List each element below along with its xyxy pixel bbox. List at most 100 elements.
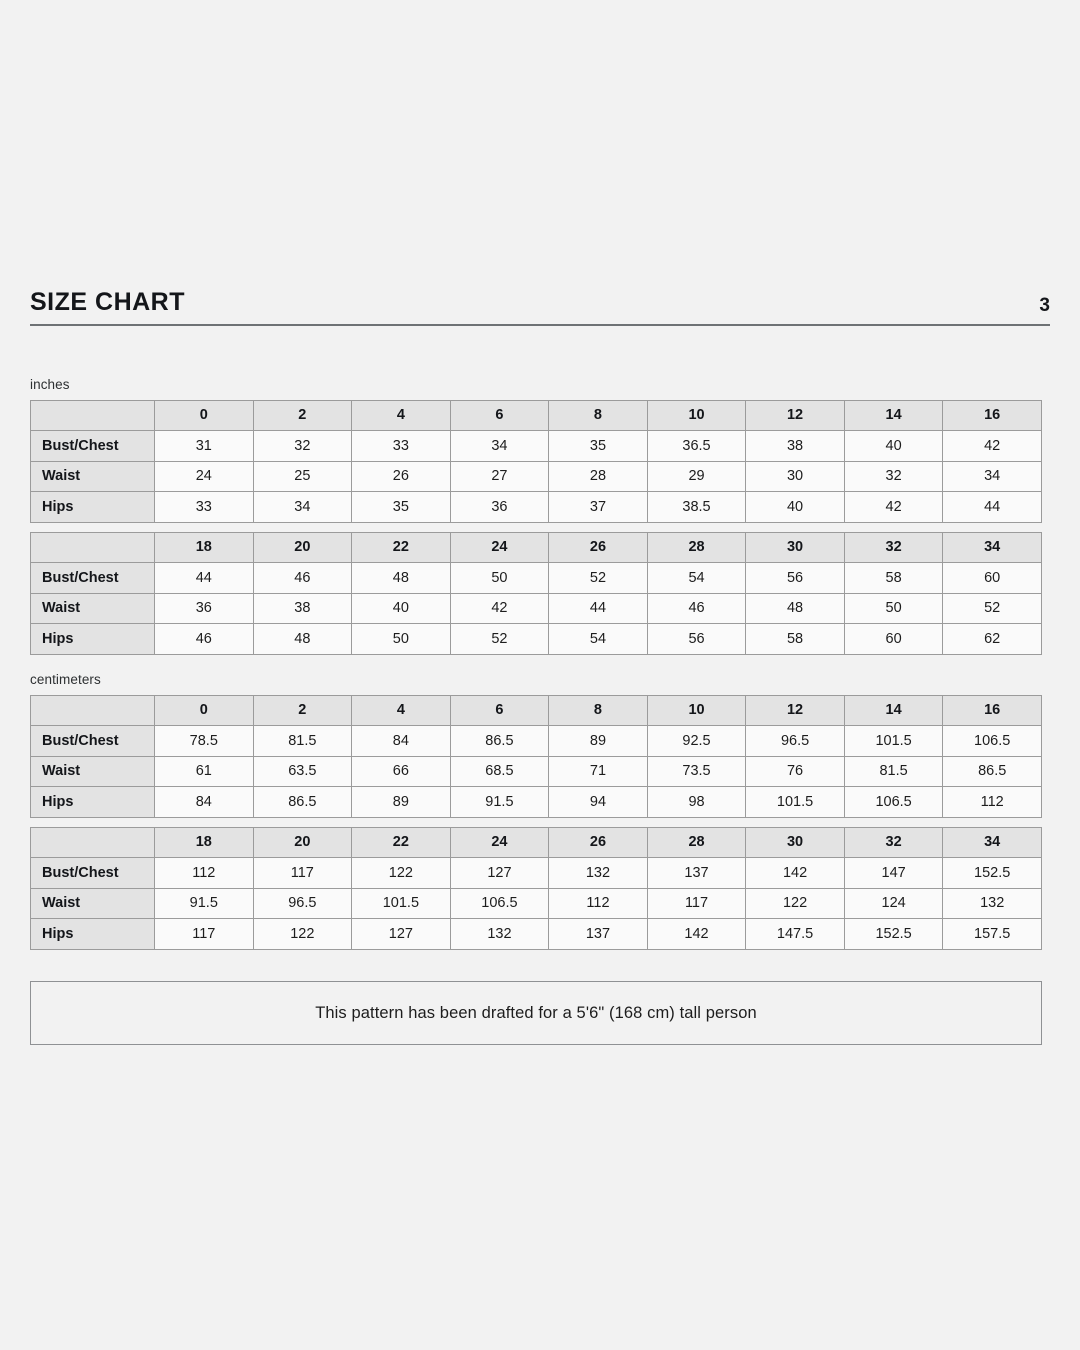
size-header: 12 (745, 399, 845, 431)
size-header: 26 (548, 826, 648, 858)
measurement-cell: 106.5 (449, 887, 550, 919)
measurement-cell: 152.5 (942, 857, 1042, 889)
measurement-cell: 101.5 (843, 725, 944, 757)
measurement-cell: 61 (154, 755, 254, 787)
measurement-cell: 56 (745, 562, 845, 594)
size-header: 8 (548, 694, 648, 726)
measurement-cell: 66 (351, 755, 451, 787)
measurement-cell: 54 (646, 562, 747, 594)
size-header: 34 (942, 531, 1042, 563)
table-row: Bust/Chest 112 117 122 127 132 137 142 1… (30, 857, 1042, 889)
table-header-row: 0 2 4 6 8 10 12 14 16 (30, 399, 1042, 431)
measurement-cell: 122 (252, 918, 353, 950)
size-header: 2 (252, 694, 353, 726)
measurement-cell: 33 (154, 491, 254, 523)
unit-group-centimeters: centimeters 0 2 4 6 8 10 12 14 16 (30, 673, 1050, 950)
table-row: Hips 84 86.5 89 91.5 94 98 101.5 106.5 1… (30, 786, 1042, 818)
measurement-cell: 71 (548, 755, 648, 787)
corner-cell (30, 694, 155, 726)
measurement-cell: 25 (252, 460, 353, 492)
size-header: 22 (351, 826, 451, 858)
measurement-cell: 48 (351, 562, 451, 594)
measurement-cell: 42 (449, 592, 550, 624)
measurement-cell: 96.5 (252, 887, 353, 919)
measurement-cell: 29 (646, 460, 747, 492)
size-table-inches-large: 18 20 22 24 26 28 30 32 34 Bust/Chest 44… (30, 531, 1042, 655)
size-header: 30 (745, 531, 845, 563)
sheet-header: SIZE CHART 3 (30, 290, 1050, 326)
measurement-cell: 122 (351, 857, 451, 889)
measurement-cell: 40 (843, 430, 944, 462)
page-number: 3 (1039, 295, 1050, 316)
row-label: Bust/Chest (30, 562, 155, 594)
measurement-cell: 46 (154, 623, 254, 655)
size-header: 4 (351, 694, 451, 726)
measurement-cell: 73.5 (646, 755, 747, 787)
measurement-cell: 96.5 (745, 725, 845, 757)
size-header: 34 (942, 826, 1042, 858)
corner-cell (30, 826, 155, 858)
corner-cell (30, 399, 155, 431)
measurement-cell: 30 (745, 460, 845, 492)
size-header: 18 (154, 531, 254, 563)
measurement-cell: 34 (942, 460, 1042, 492)
size-header: 16 (942, 694, 1042, 726)
unit-group-inches: inches 0 2 4 6 8 10 12 14 16 (30, 378, 1050, 655)
measurement-cell: 26 (351, 460, 451, 492)
size-header: 22 (351, 531, 451, 563)
measurement-cell: 157.5 (942, 918, 1042, 950)
measurement-cell: 38 (252, 592, 353, 624)
measurement-cell: 44 (548, 592, 648, 624)
table-row: Bust/Chest 31 32 33 34 35 36.5 38 40 42 (30, 430, 1042, 462)
size-header: 6 (449, 399, 550, 431)
table-row: Hips 117 122 127 132 137 142 147.5 152.5… (30, 918, 1042, 950)
size-table-centimeters-small: 0 2 4 6 8 10 12 14 16 Bust/Chest 78.5 81… (30, 694, 1042, 818)
row-label: Waist (30, 460, 155, 492)
row-label: Hips (30, 491, 155, 523)
corner-cell (30, 531, 155, 563)
measurement-cell: 68.5 (449, 755, 550, 787)
measurement-cell: 86.5 (449, 725, 550, 757)
size-header: 14 (843, 694, 944, 726)
row-label: Bust/Chest (30, 857, 155, 889)
measurement-cell: 42 (843, 491, 944, 523)
measurement-cell: 98 (646, 786, 747, 818)
size-header: 26 (548, 531, 648, 563)
measurement-cell: 78.5 (154, 725, 254, 757)
measurement-cell: 132 (548, 857, 648, 889)
size-header: 30 (745, 826, 845, 858)
table-row: Bust/Chest 44 46 48 50 52 54 56 58 60 (30, 562, 1042, 594)
table-header-row: 0 2 4 6 8 10 12 14 16 (30, 694, 1042, 726)
size-header: 10 (646, 694, 747, 726)
measurement-cell: 42 (942, 430, 1042, 462)
measurement-cell: 34 (449, 430, 550, 462)
unit-label-centimeters: centimeters (30, 672, 101, 687)
size-header: 4 (351, 399, 451, 431)
measurement-cell: 52 (449, 623, 550, 655)
size-header: 32 (843, 826, 944, 858)
row-label: Waist (30, 755, 155, 787)
measurement-cell: 48 (745, 592, 845, 624)
measurement-cell: 137 (646, 857, 747, 889)
size-header: 24 (449, 531, 550, 563)
header-divider (30, 324, 1050, 326)
measurement-cell: 124 (843, 887, 944, 919)
measurement-cell: 117 (252, 857, 353, 889)
measurement-cell: 28 (548, 460, 648, 492)
measurement-cell: 117 (154, 918, 254, 950)
row-label: Hips (30, 918, 155, 950)
row-label: Hips (30, 786, 155, 818)
table-row: Waist 36 38 40 42 44 46 48 50 52 (30, 592, 1042, 624)
table-row: Hips 33 34 35 36 37 38.5 40 42 44 (30, 491, 1042, 523)
measurement-cell: 137 (548, 918, 648, 950)
table-header-row: 18 20 22 24 26 28 30 32 34 (30, 826, 1042, 858)
table-header-row: 18 20 22 24 26 28 30 32 34 (30, 531, 1042, 563)
measurement-cell: 147.5 (745, 918, 845, 950)
header-row: SIZE CHART 3 (30, 290, 1050, 324)
measurement-cell: 50 (351, 623, 451, 655)
table-row: Hips 46 48 50 52 54 56 58 60 62 (30, 623, 1042, 655)
measurement-cell: 91.5 (154, 887, 254, 919)
measurement-cell: 44 (942, 491, 1042, 523)
measurement-cell: 44 (154, 562, 254, 594)
